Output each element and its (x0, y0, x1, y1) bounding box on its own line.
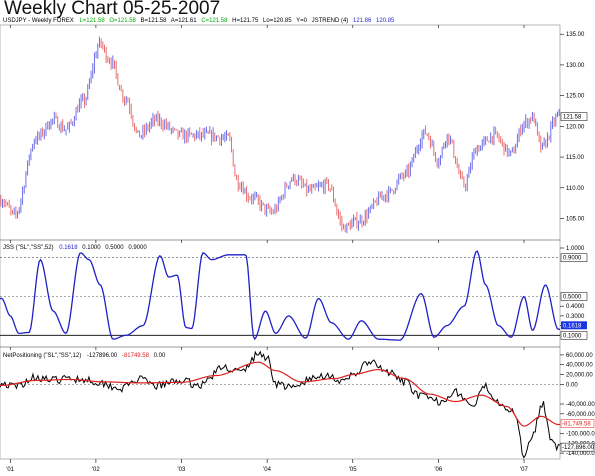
x-tick-label: '03 (178, 467, 186, 473)
price-tick-label: 125.00 (566, 94, 585, 100)
tag-layer: 121.58 0.9000 0.5000 0.1000 0.1618 -81,749.58… (560, 112, 595, 452)
jss-level-tag (560, 331, 588, 340)
net-label: NetPositioning ("SL","SS",12) -127896.00… (3, 353, 166, 359)
price-tick-label: 110.00 (566, 186, 585, 192)
x-tick-label: '02 (92, 467, 100, 473)
price-tick-label: 135.00 (566, 32, 585, 38)
jss-level-tag (560, 292, 588, 301)
price-tick-label: 105.00 (566, 217, 585, 223)
jss-level-tag-label: 0.1000 (563, 333, 582, 339)
net-current-tag-label: -127,896.00 (562, 445, 595, 451)
price-tag-box (560, 112, 588, 121)
jss-current-tag (561, 321, 587, 330)
net-tick-label: 0.00 (566, 382, 578, 388)
x-tick-label: '07 (520, 467, 528, 473)
x-tick-label: '05 (349, 467, 357, 473)
net-average-line (0, 361, 560, 427)
price-bars (0, 36, 560, 234)
symbol-label: USDJPY - Weekly FOREX L=121.58 O=121.58 … (3, 18, 395, 24)
jss-current-tag-label: 0.1618 (563, 323, 582, 329)
jss-level-tag-label: 0.5000 (563, 295, 582, 301)
jss-level-tag-label: 0.9000 (563, 256, 582, 262)
price-panel-frame (0, 24, 561, 241)
price-tick-label: 130.00 (566, 63, 585, 69)
jss-tick-label: 0.4000 (566, 304, 585, 310)
net-layer (0, 350, 561, 459)
price-tag-label: 121.58 (563, 115, 582, 121)
jss-label: JSS ("SL","SS",52) 0.1618 0.1000 0.5000 … (3, 245, 147, 251)
net-tick-label: 40,000.00 (566, 363, 593, 369)
net-series-line (0, 350, 561, 459)
price-tick-label: 115.00 (566, 155, 585, 161)
net-current-tag (560, 442, 595, 452)
chart-title: Weekly Chart 05-25-2007 (4, 0, 221, 19)
jss-series-line (0, 250, 560, 341)
net-tick-label: -60,000.00 (566, 412, 595, 418)
jss-level-tag (560, 253, 588, 262)
x-tick-label: '01 (6, 467, 14, 473)
net-tick-label: -100,000.00 (566, 431, 595, 437)
x-tick-label: '04 (263, 467, 271, 473)
jss-tick-label: 1.0000 (566, 246, 585, 252)
grid-layer (0, 257, 560, 385)
jss-layer (0, 250, 560, 341)
jss-tick-label: 0.3000 (566, 314, 585, 320)
net-tick-label: -140,000.00 (566, 451, 595, 457)
net-avg-tag-label: -81,749.58 (562, 421, 591, 427)
price-tick-label: 120.00 (566, 124, 585, 130)
net-avg-tag (560, 419, 595, 428)
net-tick-label: 20,000.00 (566, 373, 593, 379)
x-tick-label: '06 (434, 467, 442, 473)
net-tick-label: -40,000.00 (566, 402, 595, 408)
net-panel-frame (0, 346, 561, 460)
net-tick-label: 60,000.00 (566, 353, 593, 359)
